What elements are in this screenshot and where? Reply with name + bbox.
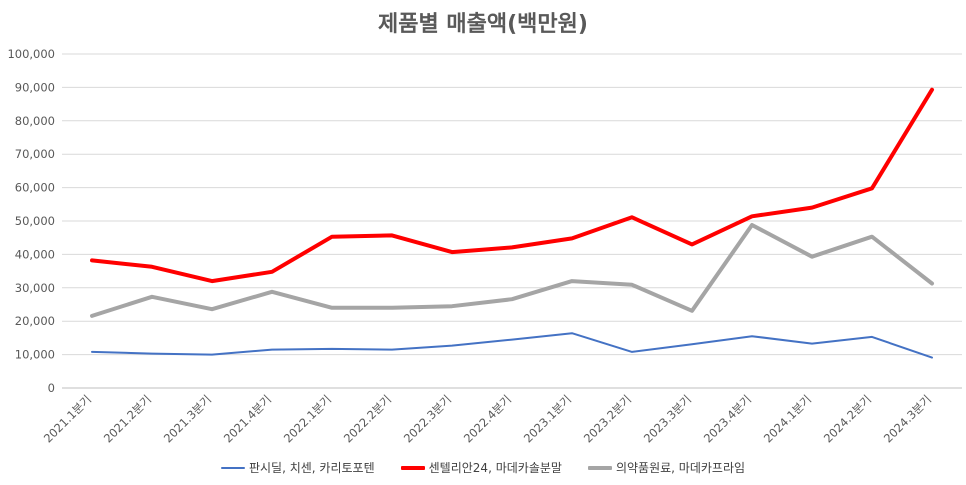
x-tick-label: 2024.3분기 (881, 392, 934, 445)
y-tick-label: 60,000 (15, 181, 55, 195)
x-tick-label: 2024.1분기 (761, 392, 814, 445)
y-tick-label: 70,000 (15, 147, 55, 161)
legend-item-series-3: 의약품원료, 마데카프라임 (587, 459, 746, 476)
x-tick-label: 2022.3분기 (401, 392, 454, 445)
y-tick-label: 40,000 (15, 247, 55, 261)
y-tick-label: 10,000 (15, 348, 55, 362)
legend-swatch-series-2 (400, 465, 425, 470)
chart-title: 제품별 매출액(백만원) (378, 12, 588, 37)
legend-item-series-1: 판시딜, 치센, 카리토포텐 (220, 459, 375, 476)
legend-item-series-2: 센텔리안24, 마데카솔분말 (400, 459, 562, 476)
y-tick-label: 30,000 (15, 281, 55, 295)
x-tick-label: 2021.4분기 (221, 392, 274, 445)
series-line-3 (90, 223, 934, 318)
y-tick-label: 20,000 (15, 314, 55, 328)
x-tick-label: 2021.1분기 (41, 392, 94, 445)
legend-swatch-series-3 (587, 465, 612, 470)
y-tick-label: 0 (48, 381, 55, 395)
legend-label-series-3: 의약품원료, 마데카프라임 (615, 461, 746, 475)
x-tick-label: 2023.1분기 (521, 392, 574, 445)
legend: 판시딜, 치센, 카리토포텐 센텔리안24, 마데카솔분말 의약품원료, 마데카… (0, 459, 966, 476)
y-tick-label: 90,000 (15, 80, 55, 94)
legend-swatch-series-1 (220, 466, 245, 469)
x-tick-label: 2023.4분기 (701, 392, 754, 445)
legend-label-series-1: 판시딜, 치센, 카리토포텐 (248, 461, 375, 475)
x-tick-label: 2023.2분기 (581, 392, 634, 445)
x-tick-label: 2022.4분기 (461, 392, 514, 445)
series-line-2 (90, 87, 934, 284)
x-tick-label: 2021.2분기 (101, 392, 154, 445)
y-tick-label: 100,000 (7, 47, 55, 61)
x-tick-label: 2024.2분기 (821, 392, 874, 445)
series-line-1 (91, 332, 933, 359)
x-tick-label: 2022.2분기 (341, 392, 394, 445)
x-tick-label: 2021.3분기 (161, 392, 214, 445)
y-tick-label: 80,000 (15, 114, 55, 128)
legend-label-series-2: 센텔리안24, 마데카솔분말 (428, 461, 562, 475)
y-tick-label: 50,000 (15, 214, 55, 228)
x-tick-label: 2022.1분기 (281, 392, 334, 445)
x-tick-label: 2023.3분기 (641, 392, 694, 445)
